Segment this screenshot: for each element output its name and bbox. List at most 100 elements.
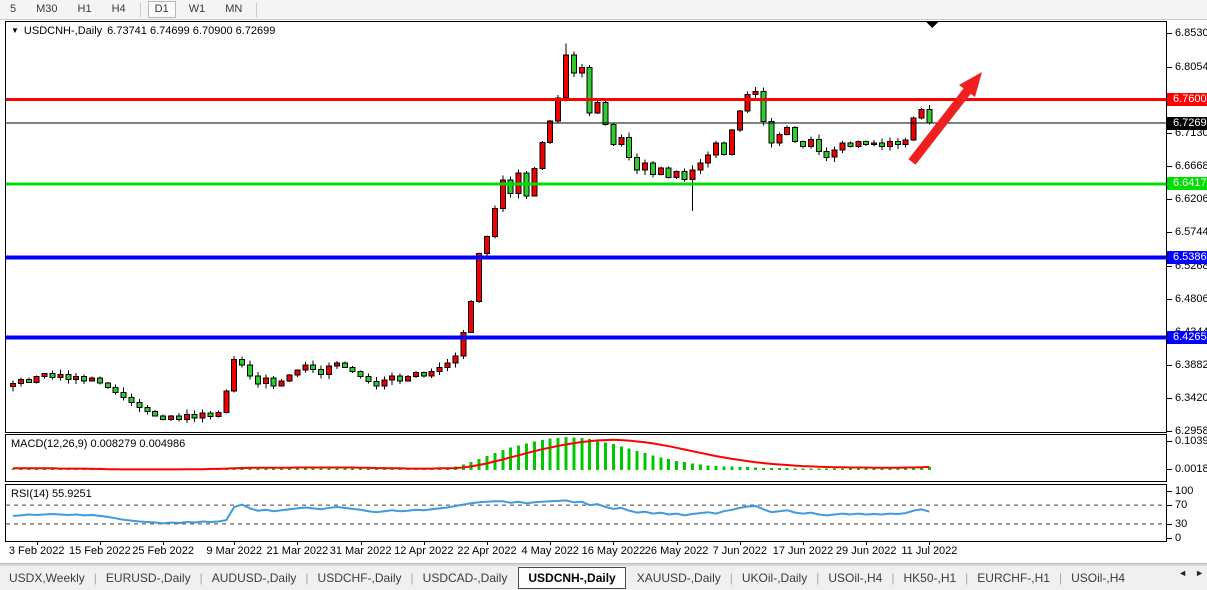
timeframe-button-w1[interactable]: W1 bbox=[188, 3, 206, 15]
tab-separator: | bbox=[891, 571, 895, 585]
main-price-panel[interactable]: ▼ USDCNH-,Daily 6.73741 6.74699 6.70900 … bbox=[5, 21, 1167, 433]
date-tick bbox=[803, 541, 804, 545]
date-tick bbox=[739, 541, 741, 545]
date-tick bbox=[163, 541, 165, 545]
tab-usdx-weekly[interactable]: USDX,Weekly bbox=[9, 571, 85, 585]
price-tick-6.85300: 6.85300 bbox=[1175, 27, 1207, 39]
date-label-16-may-2022: 16 May 2022 bbox=[581, 545, 646, 557]
series-end-marker bbox=[926, 22, 938, 28]
macd-tick-0.103934: 0.103934 bbox=[1175, 435, 1207, 448]
price-badge-6.64178: 6.64178 bbox=[1167, 177, 1207, 191]
price-badge-6.53869: 6.53869 bbox=[1167, 251, 1207, 264]
price-badge-6.76002: 6.76002 bbox=[1167, 92, 1207, 106]
date-label-25-feb-2022: 25 Feb 2022 bbox=[132, 545, 194, 557]
toolbar-separator bbox=[256, 2, 258, 17]
tab-hk50-h1[interactable]: HK50-,H1 bbox=[903, 571, 957, 585]
axis-tick-dash bbox=[1167, 431, 1172, 432]
price-tick-6.62060: 6.62060 bbox=[1175, 193, 1207, 205]
tab-separator: | bbox=[729, 571, 733, 585]
timeframe-button-d1[interactable]: D1 bbox=[147, 1, 176, 18]
price-axis[interactable]: 6.85300 6.80540 6.71300 6.66680 6.62060 6.574… bbox=[1167, 21, 1207, 544]
chart-menu-icon[interactable]: ▼ bbox=[11, 26, 19, 35]
axis-tick-dash bbox=[1167, 505, 1172, 507]
timeframe-button-m30[interactable]: M30 bbox=[36, 3, 58, 15]
tab-usdchf-daily[interactable]: USDCHF-,Daily bbox=[317, 571, 402, 585]
date-tick bbox=[360, 541, 362, 545]
timeframe-toolbar: 5 M30 H1 H4 D1 W1 MN bbox=[0, 0, 1207, 20]
price-tick-6.38820: 6.38820 bbox=[1175, 359, 1207, 371]
date-label-17-jun-2022: 17 Jun 2022 bbox=[772, 545, 834, 557]
axis-tick-dash bbox=[1167, 491, 1172, 492]
rsi-label: RSI(14) 55.9251 bbox=[11, 488, 92, 500]
date-tick bbox=[423, 541, 425, 545]
axis-tick-dash bbox=[1167, 199, 1172, 200]
axis-tick-dash bbox=[1167, 299, 1172, 300]
axis-tick-dash bbox=[1167, 441, 1172, 443]
macd-signal-line bbox=[13, 438, 930, 471]
price-tick-6.71300: 6.71300 bbox=[1175, 127, 1207, 139]
date-label-15-feb-2022: 15 Feb 2022 bbox=[69, 545, 131, 557]
date-label-22-apr-2022: 22 Apr 2022 bbox=[457, 545, 517, 557]
candles bbox=[10, 43, 933, 423]
price-tick-6.34200: 6.34200 bbox=[1175, 392, 1207, 404]
rsi-line bbox=[12, 499, 930, 525]
date-label-9-mar-2022: 9 Mar 2022 bbox=[206, 545, 263, 557]
date-tick bbox=[613, 541, 615, 545]
tab-separator: | bbox=[1058, 571, 1063, 585]
rsi-indicator-panel[interactable]: RSI(14) 55.9251 bbox=[5, 484, 1167, 542]
tab-usoil-h4[interactable]: USOil-,H4 bbox=[828, 571, 883, 585]
tab-scroll-arrows: ◄ ► bbox=[1178, 568, 1204, 578]
date-label-7-jun-2022: 7 Jun 2022 bbox=[712, 545, 768, 557]
price-badge-6.42652: 6.42652 bbox=[1167, 331, 1207, 345]
date-tick bbox=[866, 541, 868, 545]
tab-separator: | bbox=[305, 571, 309, 585]
price-tick-6.80540: 6.80540 bbox=[1175, 61, 1207, 73]
tab-xauusd-daily[interactable]: XAUUSD-,Daily bbox=[636, 571, 721, 585]
date-label-21-mar-2022: 21 Mar 2022 bbox=[266, 545, 329, 557]
axis-tick-dash bbox=[1167, 365, 1172, 366]
axis-tick-dash bbox=[1167, 232, 1172, 233]
price-tick-6.48060: 6.48060 bbox=[1175, 293, 1207, 305]
date-label-4-may-2022: 4 May 2022 bbox=[521, 545, 579, 557]
tab-eurusd-daily[interactable]: EURUSD-,Daily bbox=[105, 571, 191, 585]
rsi-tick-0: 0 bbox=[1175, 532, 1182, 544]
macd-tick-0.001829: 0.001829 bbox=[1175, 463, 1207, 476]
date-label-3-feb-2022: 3 Feb 2022 bbox=[8, 545, 65, 557]
tab-audusd-daily[interactable]: AUDUSD-,Daily bbox=[211, 571, 297, 585]
date-axis[interactable]: 3 Feb 2022 15 Feb 2022 25 Feb 2022 9 Mar 20… bbox=[0, 541, 1207, 561]
tab-separator: | bbox=[816, 571, 820, 585]
price-badge-6.72699: 6.72699 bbox=[1167, 116, 1207, 130]
axis-tick-dash bbox=[1167, 33, 1172, 34]
tab-usdcad-daily[interactable]: USDCAD-,Daily bbox=[422, 571, 508, 585]
axis-tick-dash bbox=[1167, 398, 1172, 399]
date-label-31-mar-2022: 31 Mar 2022 bbox=[329, 545, 392, 557]
macd-label: MACD(12,26,9) 0.008279 0.004986 bbox=[11, 438, 186, 450]
timeframe-button-h1[interactable]: H1 bbox=[77, 3, 92, 15]
date-label-12-apr-2022: 12 Apr 2022 bbox=[394, 545, 454, 557]
tab-usdcnh-daily[interactable]: USDCNH-,Daily bbox=[518, 567, 626, 589]
price-tick-6.57440: 6.57440 bbox=[1175, 226, 1207, 238]
date-label-29-jun-2022: 29 Jun 2022 bbox=[835, 545, 897, 557]
date-label-26-may-2022: 26 May 2022 bbox=[644, 545, 709, 557]
rsi-tick-100: 100 bbox=[1175, 485, 1194, 497]
timeframe-button-5[interactable]: 5 bbox=[10, 3, 17, 15]
tab-scroll-right-icon[interactable]: ► bbox=[1195, 568, 1204, 578]
tab-eurchf-h1[interactable]: EURCHF-,H1 bbox=[977, 571, 1050, 585]
rsi-tick-70: 70 bbox=[1175, 499, 1188, 512]
date-tick bbox=[297, 541, 299, 545]
date-tick bbox=[487, 541, 488, 545]
date-tick bbox=[676, 541, 678, 545]
axis-tick-dash bbox=[1167, 266, 1172, 267]
tab-scroll-left-icon[interactable]: ◄ bbox=[1178, 568, 1188, 578]
trend-arrow-annotation[interactable] bbox=[908, 72, 982, 165]
macd-indicator-panel[interactable]: MACD(12,26,9) 0.008279 0.004986 bbox=[5, 434, 1167, 482]
timeframe-button-h4[interactable]: H4 bbox=[111, 3, 126, 15]
date-tick bbox=[550, 541, 552, 545]
rsi-levels bbox=[6, 504, 1166, 525]
tab-ukoil-daily[interactable]: UKOil-,Daily bbox=[741, 571, 808, 585]
tab-usoil-h4-2[interactable]: USOil-,H4 bbox=[1071, 571, 1126, 585]
date-tick bbox=[99, 541, 101, 545]
axis-tick-dash bbox=[1167, 166, 1172, 167]
timeframe-button-mn[interactable]: MN bbox=[225, 3, 243, 15]
